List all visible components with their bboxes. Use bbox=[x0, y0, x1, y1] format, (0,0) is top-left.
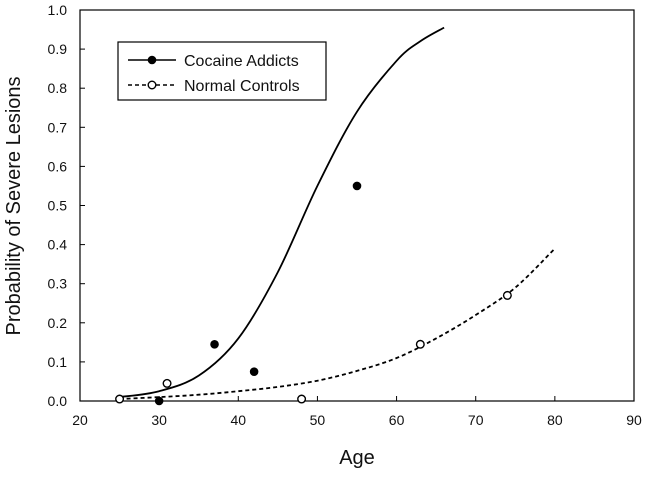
x-tick-label: 20 bbox=[72, 412, 88, 428]
data-point-cocaine-addicts bbox=[154, 396, 164, 406]
x-axis-ticks: 20 30 40 50 60 70 80 90 bbox=[72, 396, 642, 428]
y-tick-label: 0.0 bbox=[48, 393, 68, 409]
y-tick-label: 0.9 bbox=[48, 41, 68, 57]
data-point-normal-controls bbox=[115, 394, 125, 404]
x-tick-label: 50 bbox=[310, 412, 326, 428]
legend-label-cocaine: Cocaine Addicts bbox=[184, 53, 299, 70]
data-points bbox=[115, 181, 512, 406]
legend-marker-cocaine bbox=[147, 55, 157, 65]
y-axis-title: Probability of Severe Lesions bbox=[3, 76, 25, 335]
y-tick-label: 0.2 bbox=[48, 315, 68, 331]
data-point-cocaine-addicts bbox=[352, 181, 362, 191]
data-point-normal-controls bbox=[297, 394, 307, 404]
data-point-normal-controls bbox=[502, 290, 512, 300]
fit-curve-normal-controls bbox=[119, 247, 556, 400]
data-point-cocaine-addicts bbox=[210, 340, 219, 349]
x-tick-label: 70 bbox=[468, 412, 484, 428]
fit-curve-cocaine-addicts bbox=[119, 26, 445, 398]
x-tick-label: 90 bbox=[626, 412, 642, 428]
y-tick-label: 0.3 bbox=[48, 276, 68, 292]
fit-curves bbox=[119, 26, 556, 400]
legend-label-normal: Normal Controls bbox=[184, 78, 300, 95]
y-tick-label: 0.8 bbox=[48, 80, 68, 96]
x-tick-label: 60 bbox=[389, 412, 405, 428]
y-tick-label: 0.4 bbox=[48, 237, 68, 253]
data-point-normal-controls bbox=[415, 339, 425, 349]
legend-marker-normal bbox=[147, 80, 157, 90]
x-tick-label: 40 bbox=[230, 412, 246, 428]
y-tick-label: 0.1 bbox=[48, 354, 68, 370]
legend-box bbox=[117, 41, 327, 101]
x-tick-label: 30 bbox=[151, 412, 167, 428]
y-tick-label: 1.0 bbox=[48, 2, 68, 18]
data-point-cocaine-addicts bbox=[249, 367, 259, 376]
y-tick-label: 0.7 bbox=[48, 119, 68, 135]
y-tick-label: 0.6 bbox=[48, 158, 68, 174]
x-axis-title: Age bbox=[339, 447, 375, 469]
y-axis-ticks: 0.0 0.1 0.2 0.3 0.4 0.5 0.6 0.7 0.8 0.9 1.0 bbox=[48, 2, 85, 409]
legend: Cocaine Addicts Normal Controls bbox=[117, 41, 327, 101]
x-tick-label: 80 bbox=[547, 412, 563, 428]
y-tick-label: 0.5 bbox=[48, 198, 68, 214]
data-point-normal-controls bbox=[162, 378, 172, 388]
